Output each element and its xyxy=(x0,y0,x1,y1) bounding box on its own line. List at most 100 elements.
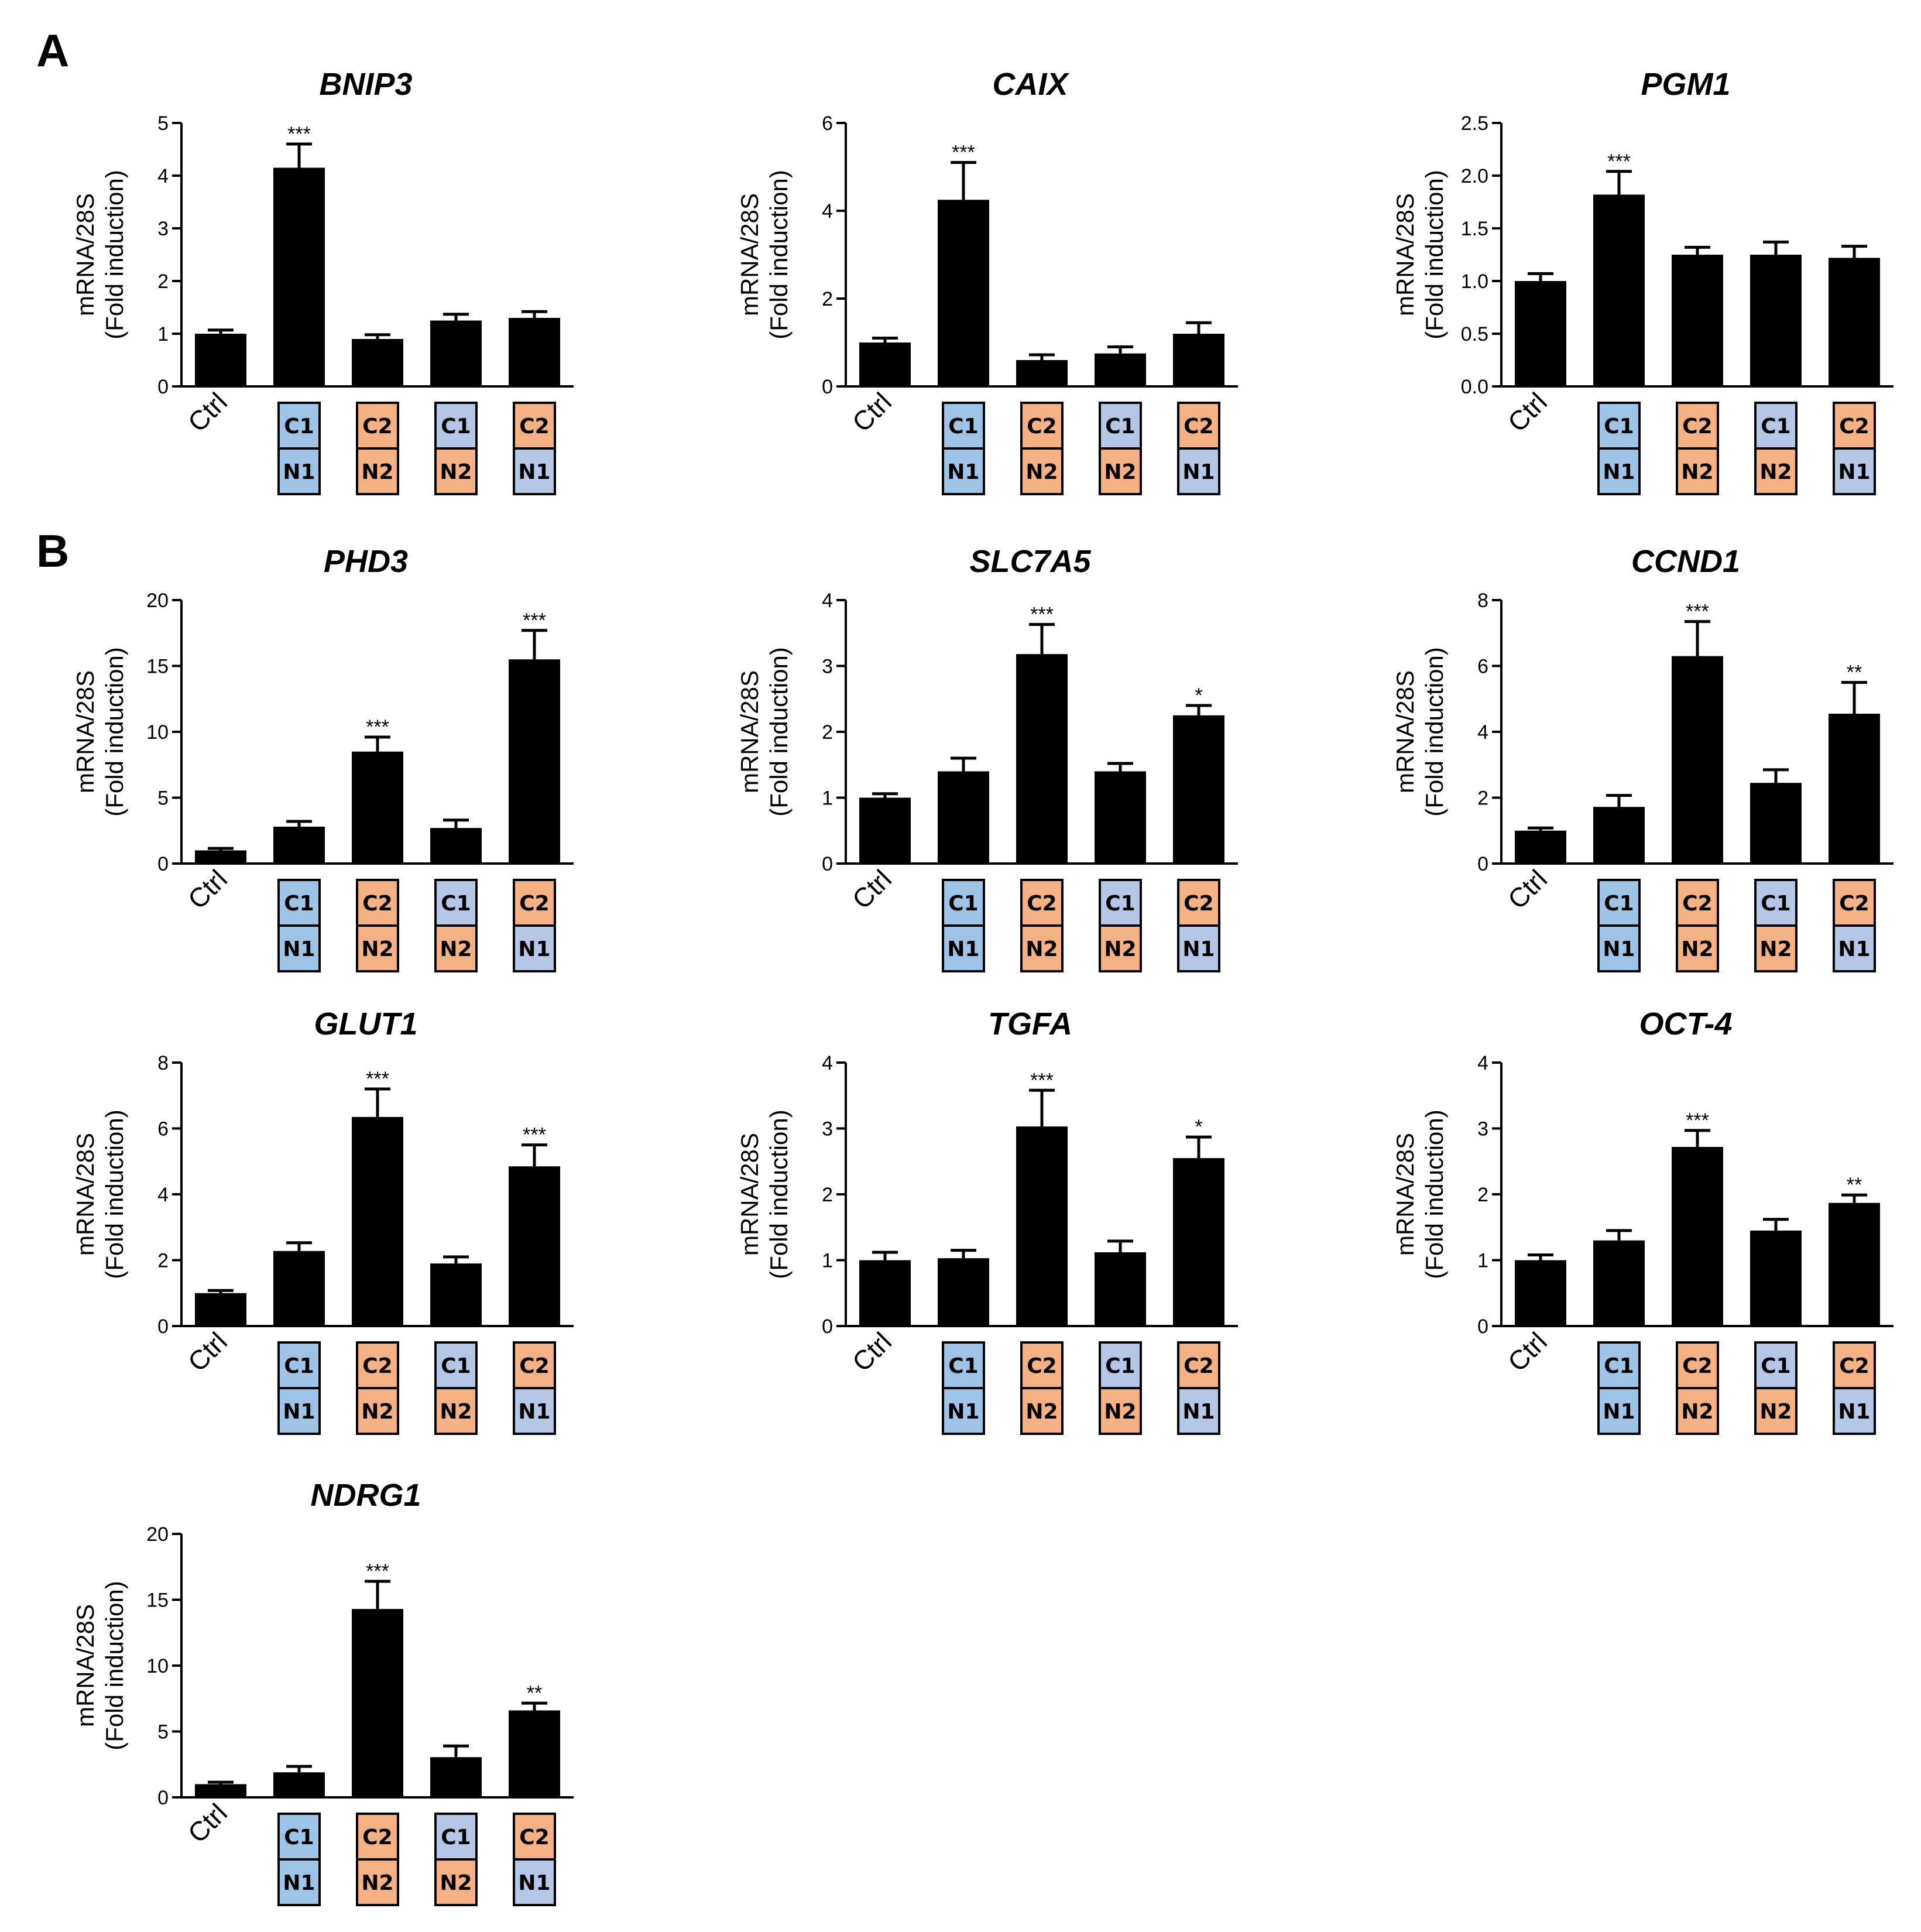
y-tick-label: 2 xyxy=(1477,1184,1488,1206)
bar xyxy=(352,1116,403,1326)
condition-box-bottom-label: N2 xyxy=(440,460,472,484)
condition-box-top-label: C2 xyxy=(1184,1354,1213,1378)
chart-3: PHD3 mRNA/28S(Fold induction) 0 5 10 15 20 *** *… xyxy=(71,544,574,972)
condition-box: C2 N1 xyxy=(1177,1341,1220,1435)
condition-box-bottom xyxy=(513,447,556,495)
y-tick-label: 10 xyxy=(146,721,169,744)
condition-box-top-label: C1 xyxy=(1761,892,1790,916)
y-axis-label: mRNA/28S(Fold induction) xyxy=(71,1109,128,1279)
bar xyxy=(1095,1252,1146,1326)
y-tick-label: 0 xyxy=(1477,853,1488,875)
condition-box-bottom-label: N1 xyxy=(1603,1400,1635,1424)
condition-box-bottom-label: N1 xyxy=(947,460,979,484)
y-tick-label: 4 xyxy=(157,165,169,187)
condition-box-bottom xyxy=(1833,924,1876,972)
condition-box: C1 N1 xyxy=(942,879,985,972)
condition-box-top xyxy=(1020,402,1064,450)
y-tick-label: 4 xyxy=(157,1184,169,1206)
condition-box-top-label: C2 xyxy=(1184,892,1213,916)
y-axis-label-line1: mRNA/28S xyxy=(71,670,99,793)
bar xyxy=(1593,807,1645,864)
y-tick-label: 4 xyxy=(1477,721,1488,744)
condition-box: C2 N2 xyxy=(1020,1341,1064,1435)
condition-box-bottom-label: N2 xyxy=(1681,937,1713,961)
x-tick-label: Ctrl xyxy=(846,864,897,914)
condition-box-top-label: C2 xyxy=(1839,1354,1869,1378)
condition-box-top-label: C2 xyxy=(1027,415,1056,439)
condition-box: C1 N2 xyxy=(1754,1341,1797,1435)
bar xyxy=(1672,1147,1723,1326)
condition-box-bottom-label: N2 xyxy=(361,1400,393,1424)
condition-box-bottom xyxy=(942,1387,985,1435)
condition-box: C1 N2 xyxy=(1099,402,1142,495)
condition-box-bottom-label: N1 xyxy=(283,460,315,484)
bar xyxy=(1829,258,1880,386)
significance-label: *** xyxy=(1607,150,1631,173)
panel-letter-b: B xyxy=(36,525,69,577)
bar xyxy=(509,659,560,864)
condition-box-top xyxy=(277,879,321,927)
condition-box-bottom xyxy=(513,924,556,972)
condition-box: C2 N2 xyxy=(356,1341,399,1435)
significance-label: *** xyxy=(1030,1069,1054,1091)
y-tick-label: 6 xyxy=(1477,656,1488,678)
condition-box-top xyxy=(1676,402,1719,450)
condition-box-bottom-label: N2 xyxy=(1104,460,1136,484)
condition-box-bottom-label: N1 xyxy=(1182,460,1215,484)
condition-box-bottom xyxy=(513,1387,556,1435)
condition-box-bottom xyxy=(434,447,478,495)
y-tick-label: 5 xyxy=(157,1721,169,1743)
y-tick-label: 1 xyxy=(157,323,169,345)
condition-box: C2 N2 xyxy=(1676,879,1719,972)
bar xyxy=(195,850,246,864)
y-tick-label: 6 xyxy=(822,112,833,135)
condition-box-top-label: C2 xyxy=(519,892,549,916)
x-tick-label: Ctrl xyxy=(182,1326,233,1377)
condition-box-bottom-label: N1 xyxy=(518,1871,550,1895)
condition-box-top-label: C1 xyxy=(1105,415,1135,439)
condition-box-bottom-label: N2 xyxy=(1759,1400,1792,1424)
condition-box-top-label: C2 xyxy=(1839,892,1869,916)
condition-box: C1 N1 xyxy=(1597,402,1641,495)
y-axis-label-line1: mRNA/28S xyxy=(736,193,763,316)
condition-box: C1 N2 xyxy=(1754,402,1797,495)
y-axis-label-line1: mRNA/28S xyxy=(1391,1133,1419,1256)
condition-box-bottom-label: N1 xyxy=(283,937,315,961)
bar xyxy=(1173,1158,1224,1326)
condition-box-top-label: C1 xyxy=(1105,892,1135,916)
y-axis-label-line1: mRNA/28S xyxy=(736,670,763,793)
condition-box-bottom xyxy=(1833,1387,1876,1435)
significance-label: * xyxy=(1195,684,1202,707)
condition-box: C2 N2 xyxy=(1676,402,1719,495)
y-tick-label: 1.0 xyxy=(1461,270,1488,293)
bar xyxy=(938,200,989,386)
condition-box-bottom xyxy=(356,447,399,495)
condition-box-top-label: C2 xyxy=(519,415,549,439)
condition-box-bottom-label: N2 xyxy=(1025,937,1058,961)
condition-box-bottom xyxy=(1177,447,1220,495)
condition-box-top-label: C2 xyxy=(1839,415,1869,439)
condition-box-top-label: C1 xyxy=(284,892,314,916)
condition-box-bottom-label: N1 xyxy=(1603,937,1635,961)
bar xyxy=(1750,1230,1802,1326)
y-tick-label: 6 xyxy=(157,1118,169,1140)
condition-box-top-label: C2 xyxy=(1682,415,1712,439)
bar xyxy=(509,1710,560,1797)
condition-box-top-label: C1 xyxy=(948,415,978,439)
significance-label: *** xyxy=(287,123,311,145)
bar xyxy=(195,334,246,386)
condition-box: C1 N1 xyxy=(277,1341,321,1435)
chart-title: CAIX xyxy=(992,67,1069,102)
x-tick-label: Ctrl xyxy=(846,1326,897,1377)
condition-box-top-label: C1 xyxy=(441,415,471,439)
condition-box-bottom-label: N2 xyxy=(1759,937,1792,961)
y-axis-label-line2: (Fold induction) xyxy=(765,1109,793,1279)
x-tick-label: Ctrl xyxy=(182,1797,233,1848)
y-tick-label: 0 xyxy=(157,1316,169,1338)
condition-box-bottom xyxy=(1020,924,1064,972)
y-tick-label: 0 xyxy=(157,853,169,875)
y-axis-label-line1: mRNA/28S xyxy=(71,1133,99,1256)
